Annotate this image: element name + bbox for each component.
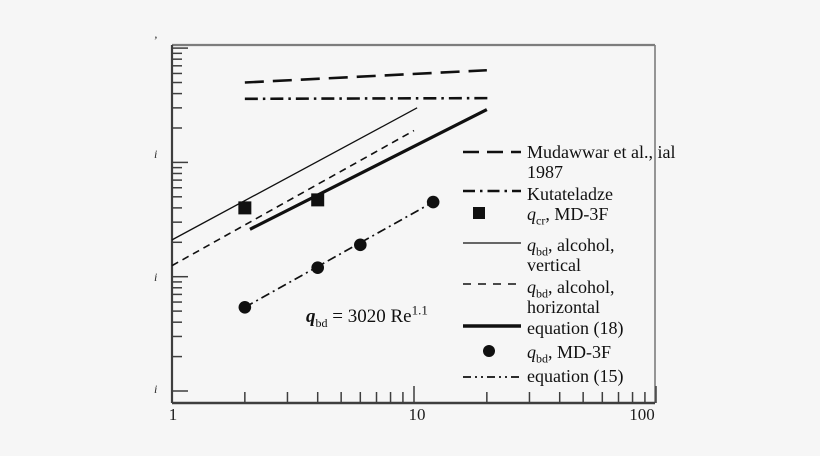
y-label-fragment-4: i <box>154 382 158 396</box>
equation-subscript: bd <box>315 315 328 330</box>
series-qbd-alcohol-vertical <box>171 107 418 241</box>
legend-item-alcohol-vertical: qbd, alcohol, vertical <box>527 235 659 275</box>
legend-label: equation (15) <box>527 366 624 386</box>
square-marker <box>238 201 252 215</box>
legend-label: , MD-3F <box>548 342 612 362</box>
legend-label-line2: 1987 <box>527 162 563 182</box>
legend-label-line2: horizontal <box>527 297 600 317</box>
legend-sample-qcr-md3f <box>473 207 485 219</box>
series-qbd-md3f <box>238 195 440 314</box>
legend-label: Mudawwar et al., <box>527 142 653 162</box>
series-mudawwar-1987 <box>244 68 487 84</box>
legend-label: Kutateladze <box>527 184 613 204</box>
y-label-fragment-3: i <box>154 270 158 284</box>
legend-label-line2: vertical <box>527 255 581 275</box>
y-label-fragment-1: ’ <box>153 33 157 47</box>
legend-item-kutateladze: Kutateladze <box>527 184 659 204</box>
y-label-fragment-2: i <box>154 147 158 161</box>
equation-exponent: 1.1 <box>411 302 428 318</box>
series-qbd-alcohol-horizontal <box>171 129 415 267</box>
legend-label: , alcohol, <box>548 235 615 255</box>
legend-item-equation-15: equation (15) <box>527 366 659 386</box>
y-axis-ticks <box>172 47 188 392</box>
x-tick-label-100: 100 <box>629 405 655 424</box>
legend-label: , alcohol, <box>548 277 615 297</box>
circle-marker <box>426 195 440 209</box>
legend-item-qcr-md3f: qcr, MD-3F <box>527 204 609 228</box>
equation-variable: q <box>306 306 316 327</box>
series-qcr-md3f <box>238 193 325 215</box>
circle-marker <box>238 300 252 314</box>
legend-sample-qbd-md3f <box>483 345 495 357</box>
circle-marker <box>311 261 324 274</box>
equation-body: = 3020 Re <box>327 306 412 327</box>
x-axis-ticks <box>244 386 657 403</box>
equation-annotation: qbd = 3020 Re1.1 <box>306 302 428 330</box>
legend-item-mudawwar: Mudawwar et al., ial 1987 <box>527 142 676 182</box>
circle-marker <box>354 238 367 252</box>
legend-item-alcohol-horizontal: qbd, alcohol, horizontal <box>527 277 659 317</box>
legend-label: equation (18) <box>527 318 624 338</box>
series-equation-18 <box>249 108 488 231</box>
legend-item-qbd-md3f: qbd, MD-3F <box>527 342 612 366</box>
x-tick-label-1: 1 <box>168 405 178 424</box>
legend-label: , MD-3F <box>545 204 609 224</box>
square-marker <box>311 193 325 207</box>
series-kutateladze <box>244 96 490 101</box>
legend-item-equation-18: equation (18) <box>527 318 659 338</box>
series-equation-15 <box>244 201 434 309</box>
x-tick-label-10: 10 <box>408 405 426 424</box>
